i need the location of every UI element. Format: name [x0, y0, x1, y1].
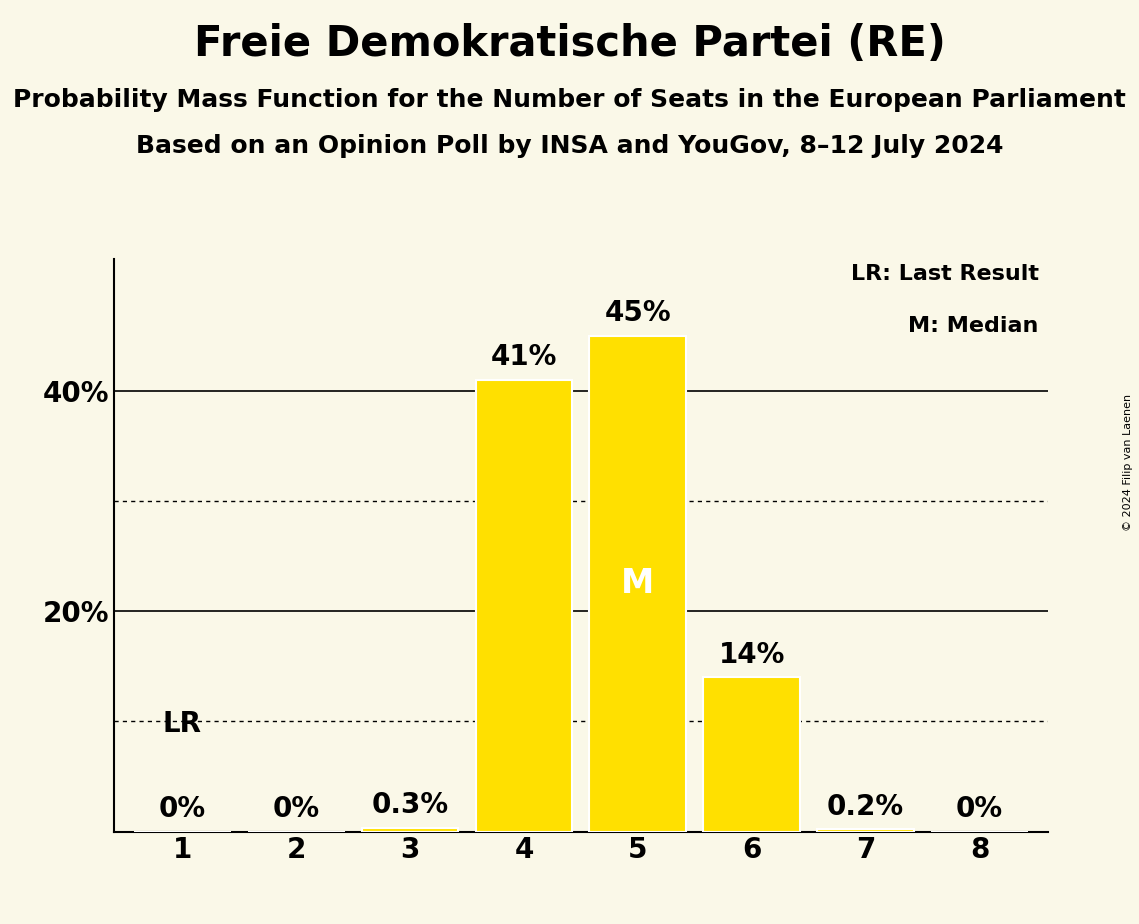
Text: LR: Last Result: LR: Last Result: [851, 264, 1039, 285]
Bar: [476, 380, 573, 832]
Text: 0%: 0%: [158, 795, 206, 822]
Text: 41%: 41%: [491, 343, 557, 371]
Text: 0.3%: 0.3%: [371, 792, 449, 820]
Text: Freie Demokratische Partei (RE): Freie Demokratische Partei (RE): [194, 23, 945, 65]
Bar: [590, 335, 687, 832]
Text: Probability Mass Function for the Number of Seats in the European Parliament: Probability Mass Function for the Number…: [13, 88, 1126, 112]
Text: M: M: [621, 567, 655, 601]
Bar: [704, 677, 801, 832]
Text: 0.2%: 0.2%: [827, 793, 904, 821]
Text: 0%: 0%: [272, 795, 320, 822]
Text: Based on an Opinion Poll by INSA and YouGov, 8–12 July 2024: Based on an Opinion Poll by INSA and You…: [136, 134, 1003, 158]
Text: © 2024 Filip van Laenen: © 2024 Filip van Laenen: [1123, 394, 1133, 530]
Text: 45%: 45%: [605, 299, 671, 327]
Bar: [818, 830, 915, 832]
Bar: [362, 828, 459, 832]
Text: 14%: 14%: [719, 640, 785, 669]
Text: M: Median: M: Median: [908, 316, 1039, 336]
Text: 0%: 0%: [956, 795, 1003, 822]
Text: LR: LR: [163, 710, 202, 738]
